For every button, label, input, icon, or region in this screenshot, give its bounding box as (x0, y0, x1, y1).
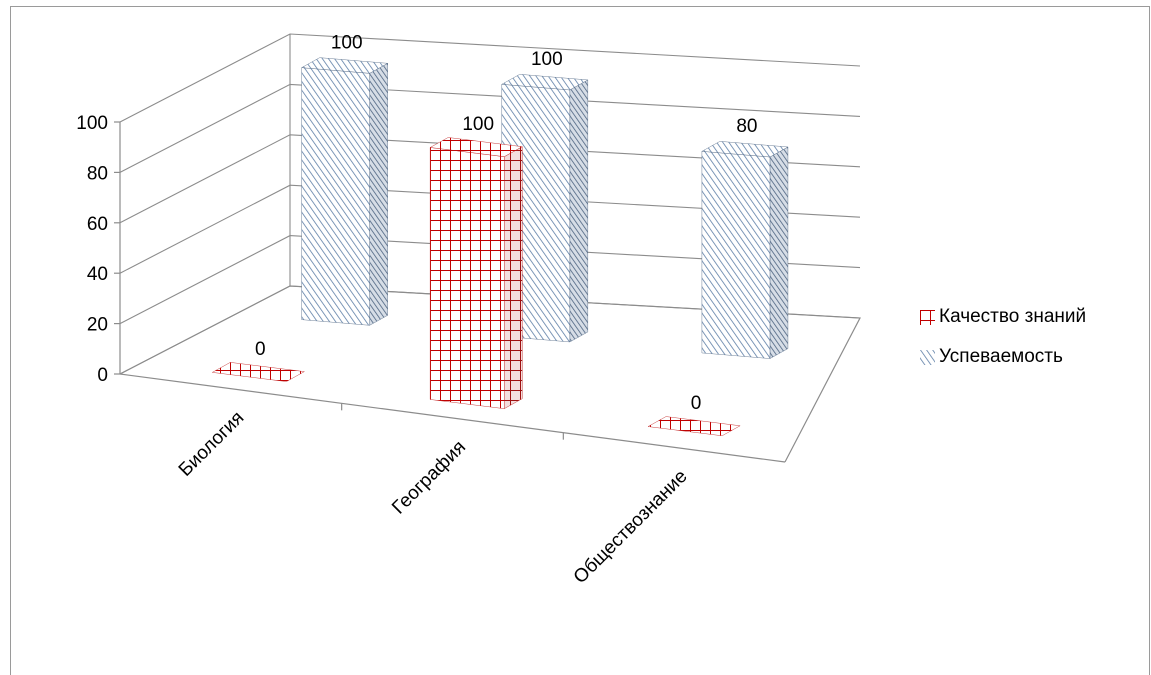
bar-0-0 (211, 362, 306, 382)
y-tick-label: 60 (87, 214, 108, 235)
legend-swatch-quality (920, 309, 935, 325)
x-axis: Биология География Обществознание (175, 403, 692, 588)
bar-top (300, 57, 389, 74)
x-tick-label: Обществознание (570, 466, 692, 588)
bar-top (701, 141, 789, 158)
y-axis: 0 20 40 60 80 100 (76, 113, 108, 386)
bar-front (701, 151, 771, 359)
data-label: 0 (691, 393, 702, 414)
bar-front (429, 147, 505, 409)
data-label: 100 (462, 114, 494, 135)
gridlines (114, 33, 861, 375)
bar-front (301, 67, 370, 326)
bar-side (369, 62, 388, 326)
data-label: 100 (531, 49, 563, 70)
data-label: 0 (255, 339, 266, 360)
legend-label-quality: Качество знаний (939, 306, 1087, 327)
bar-1-0 (300, 57, 389, 326)
bar-0-1 (429, 137, 523, 410)
bar-top (429, 137, 523, 157)
bar-0-2 (647, 416, 741, 436)
legend-item-quality: Качество знаний (920, 305, 1086, 329)
legend-label-progress: Успеваемость (939, 346, 1063, 367)
bar-top (211, 362, 306, 382)
y-tick-label: 40 (87, 264, 108, 285)
legend: Качество знаний Успеваемость (920, 305, 1086, 385)
data-labels: 100 100 80 0 100 0 (255, 32, 757, 414)
data-label: 100 (331, 32, 363, 53)
x-tick-label: Биология (175, 407, 248, 480)
y-tick-label: 80 (87, 163, 108, 184)
legend-swatch-progress (920, 349, 935, 365)
x-axis-line (119, 373, 786, 463)
gridline (119, 33, 861, 123)
y-tick-label: 0 (97, 365, 108, 386)
bar-side (504, 146, 523, 410)
x-tick-label: География (388, 437, 470, 519)
data-label: 80 (736, 116, 757, 137)
bar-side (569, 79, 589, 343)
y-tick-label: 100 (76, 113, 108, 134)
bar-top (501, 74, 589, 91)
legend-item-progress: Успеваемость (920, 345, 1086, 369)
bar-side (769, 146, 789, 359)
bars (211, 57, 789, 436)
bar-1-2 (701, 141, 789, 359)
bar-top (647, 416, 741, 436)
y-tick-label: 20 (87, 315, 108, 336)
